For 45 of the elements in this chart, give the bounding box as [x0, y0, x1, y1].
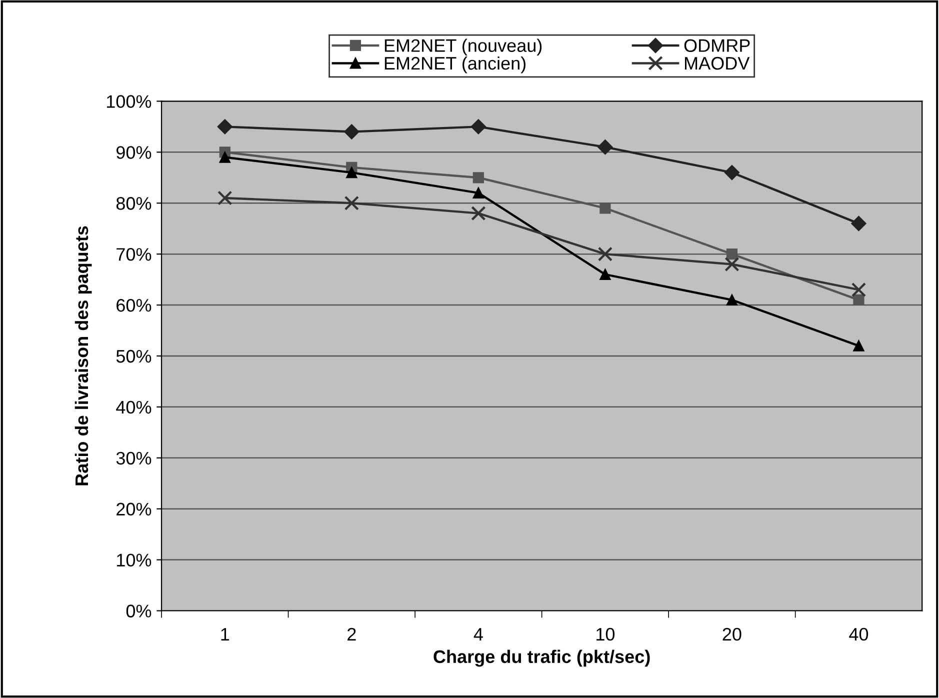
y-tick-label: 90% [116, 146, 152, 159]
y-tick-label: 0% [126, 604, 152, 618]
x-tick-label: 20 [722, 628, 742, 641]
y-tick-label: 40% [116, 400, 152, 414]
point [724, 164, 740, 180]
x-axis-title: Charge du trafic (pkt/sec) [434, 650, 650, 667]
point [853, 294, 864, 306]
point [600, 268, 611, 280]
point [344, 124, 360, 140]
point [726, 294, 738, 306]
point [470, 119, 486, 134]
y-tick-label: 80% [116, 197, 152, 210]
y-tick-label: 60% [116, 298, 152, 312]
legend-label: EM2NET (nouveau) [384, 38, 542, 56]
legend-label: EM2NET (ancien) [384, 56, 526, 74]
point [472, 187, 484, 198]
point [724, 256, 740, 272]
y-tick-label: 100% [106, 95, 152, 108]
y-tick-label: 30% [116, 452, 152, 465]
x-tick-label: 1 [221, 628, 230, 640]
point [598, 140, 613, 155]
point [851, 216, 866, 232]
y-tick-label: 70% [116, 248, 152, 261]
point [344, 196, 360, 210]
y-tick-label: 20% [116, 502, 152, 516]
point [346, 166, 358, 178]
point [598, 246, 613, 262]
point [472, 172, 484, 184]
point [217, 119, 232, 134]
point [219, 152, 230, 163]
y-tick-label: 10% [117, 554, 152, 567]
x-tick-label: 10 [596, 628, 615, 641]
y-axis-title: Ratio de livraison des paquets [74, 226, 92, 486]
x-tick-label: 2 [348, 628, 356, 640]
point [600, 202, 611, 214]
point [218, 190, 232, 206]
x-tick-label: 4 [474, 628, 483, 640]
y-tick-label: 50% [116, 350, 152, 363]
point [853, 340, 864, 352]
legend-label: MAODV [684, 56, 750, 70]
legend-label: ODMRP [684, 39, 750, 52]
point [851, 282, 866, 298]
point [726, 248, 738, 260]
point [471, 206, 486, 221]
x-tick-label: 40 [849, 628, 868, 641]
